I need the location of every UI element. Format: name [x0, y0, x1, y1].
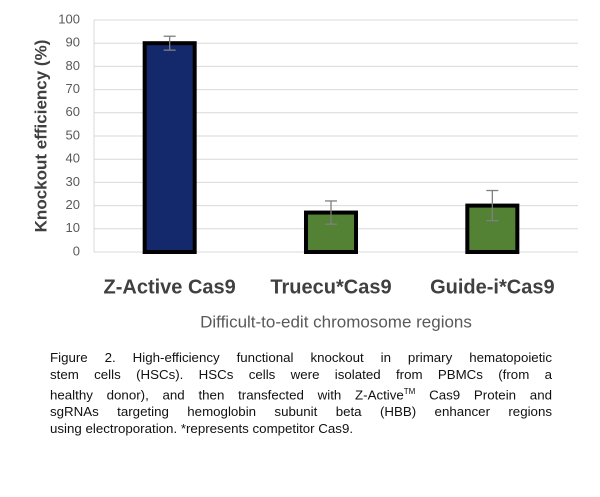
y-tick-label: 80: [66, 58, 80, 73]
error-bar: [163, 35, 176, 51]
caption-line: sgRNAs targeting hemoglobin subunit beta…: [50, 404, 552, 420]
y-tick-label: 20: [66, 197, 80, 212]
x-axis-title: Difficult-to-edit chromosome regions: [200, 312, 472, 331]
x-tick-label: Z-Active Cas9: [104, 276, 236, 298]
y-tick-label: 90: [66, 35, 80, 50]
y-tick-label: 100: [58, 11, 80, 26]
y-tick-label: 60: [66, 104, 80, 119]
caption: Figure 2. High-efficiency functional kno…: [50, 349, 552, 437]
y-tick-label: 50: [66, 127, 80, 142]
caption-line: using electroporation. *represents compe…: [50, 421, 354, 437]
trademark: TM: [403, 387, 416, 396]
y-tick-label: 10: [66, 220, 80, 235]
caption-line: healthy donor), and then transfected wit…: [50, 383, 552, 403]
caption-line: stem cells (HSCs). HSCs cells were isola…: [50, 367, 552, 382]
y-tick-label: 30: [66, 174, 80, 189]
y-tick-label: 0: [73, 243, 80, 258]
chart: Knockout efficiency (%) Difficult-to-edi…: [31, 11, 578, 331]
y-tick-label: 70: [66, 81, 80, 96]
error-bar: [325, 200, 337, 225]
x-tick-label: Guide-i*Cas9: [430, 276, 554, 298]
error-bar: [486, 189, 499, 222]
caption-line: Figure 2. High-efficiency functional kno…: [50, 350, 552, 365]
caption-text: Cas9 Protein and: [415, 387, 552, 403]
y-tick-label: 40: [66, 151, 80, 166]
bar: [142, 41, 197, 255]
caption-text: healthy donor), and then transfected wit…: [50, 387, 404, 403]
y-axis-title: Knockout efficiency (%): [31, 40, 50, 233]
x-tick-label: Truecu*Cas9: [270, 276, 391, 298]
